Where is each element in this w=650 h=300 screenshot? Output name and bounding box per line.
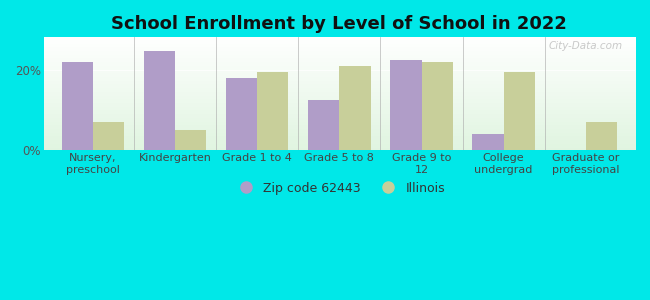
Bar xyxy=(339,66,370,150)
Bar xyxy=(308,100,339,150)
Bar xyxy=(93,122,124,150)
Bar xyxy=(226,78,257,150)
Text: City-Data.com: City-Data.com xyxy=(549,41,623,51)
Bar xyxy=(144,52,175,150)
Title: School Enrollment by Level of School in 2022: School Enrollment by Level of School in … xyxy=(111,15,567,33)
Bar xyxy=(390,59,421,150)
Legend: Zip code 62443, Illinois: Zip code 62443, Illinois xyxy=(229,178,449,198)
Bar xyxy=(175,130,206,150)
Bar xyxy=(504,72,535,150)
Bar xyxy=(586,122,617,150)
Bar xyxy=(421,61,452,150)
Bar xyxy=(473,134,504,150)
Bar xyxy=(62,61,93,150)
Bar xyxy=(257,72,289,150)
